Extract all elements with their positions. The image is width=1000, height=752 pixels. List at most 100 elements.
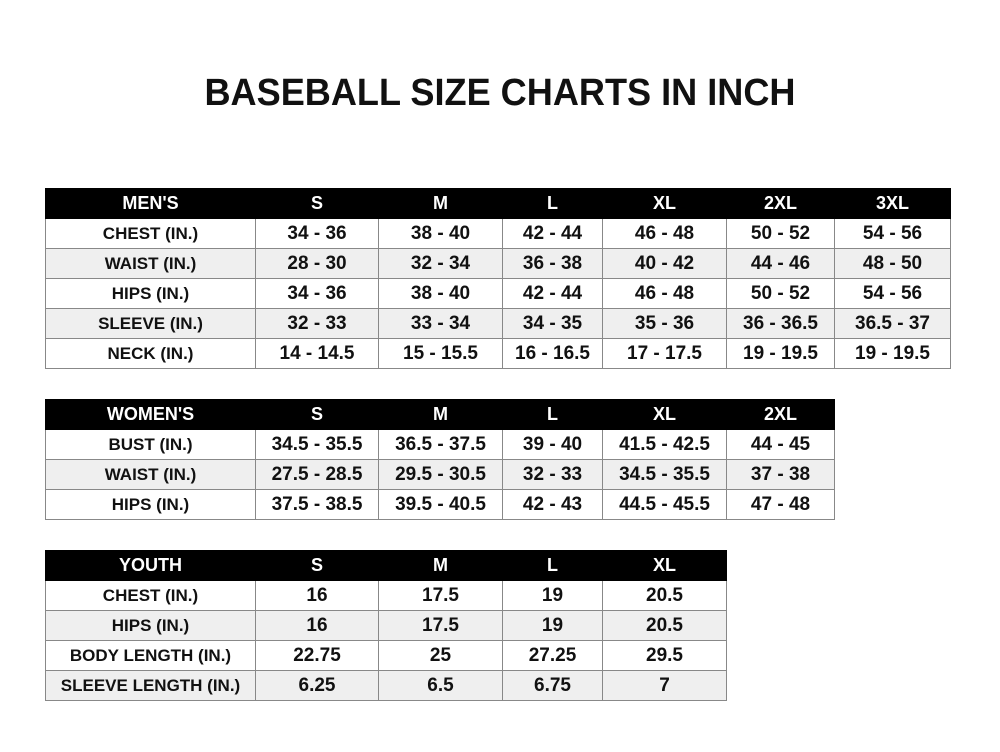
measurement-cell: 42 - 44 xyxy=(502,218,603,249)
size-header: L xyxy=(502,550,603,581)
size-header: M xyxy=(378,188,503,219)
measurement-cell: 39.5 - 40.5 xyxy=(378,489,503,520)
row-label: NECK (IN.) xyxy=(45,338,256,369)
table-row: WAIST (IN.) 27.5 - 28.5 29.5 - 30.5 32 - 33… xyxy=(45,459,835,490)
measurement-cell: 54 - 56 xyxy=(834,218,951,249)
measurement-cell: 17.5 xyxy=(378,610,503,641)
measurement-cell: 37 - 38 xyxy=(726,459,835,490)
table-row: HIPS (IN.) 16 17.5 19 20.5 xyxy=(45,610,727,641)
measurement-cell: 19 - 19.5 xyxy=(726,338,835,369)
measurement-cell: 22.75 xyxy=(255,640,379,671)
measurement-cell: 44 - 45 xyxy=(726,429,835,460)
table-row: CHEST (IN.) 16 17.5 19 20.5 xyxy=(45,580,727,611)
measurement-cell: 32 - 33 xyxy=(255,308,379,339)
header-row: YOUTH S M L XL xyxy=(45,550,727,581)
measurement-cell: 39 - 40 xyxy=(502,429,603,460)
category-header: MEN'S xyxy=(45,188,256,219)
measurement-cell: 44.5 - 45.5 xyxy=(602,489,727,520)
table-row: HIPS (IN.) 37.5 - 38.5 39.5 - 40.5 42 - 43 4… xyxy=(45,489,835,520)
row-label: SLEEVE LENGTH (IN.) xyxy=(45,670,256,701)
row-label: HIPS (IN.) xyxy=(45,278,256,309)
mens-size-table: MEN'S S M L XL 2XL 3XL CHEST (IN.) 34 - 36 38 - 4… xyxy=(45,188,951,369)
measurement-cell: 32 - 34 xyxy=(378,248,503,279)
measurement-cell: 19 xyxy=(502,610,603,641)
measurement-cell: 17 - 17.5 xyxy=(602,338,727,369)
measurement-cell: 33 - 34 xyxy=(378,308,503,339)
size-header: S xyxy=(255,550,379,581)
row-label: CHEST (IN.) xyxy=(45,218,256,249)
measurement-cell: 35 - 36 xyxy=(602,308,727,339)
header-row: WOMEN'S S M L XL 2XL xyxy=(45,399,835,430)
row-label: CHEST (IN.) xyxy=(45,580,256,611)
measurement-cell: 46 - 48 xyxy=(602,218,727,249)
measurement-cell: 46 - 48 xyxy=(602,278,727,309)
measurement-cell: 20.5 xyxy=(602,580,727,611)
measurement-cell: 6.75 xyxy=(502,670,603,701)
row-label: BODY LENGTH (IN.) xyxy=(45,640,256,671)
measurement-cell: 16 - 16.5 xyxy=(502,338,603,369)
measurement-cell: 15 - 15.5 xyxy=(378,338,503,369)
size-header: 2XL xyxy=(726,399,835,430)
measurement-cell: 29.5 - 30.5 xyxy=(378,459,503,490)
header-row: MEN'S S M L XL 2XL 3XL xyxy=(45,188,951,219)
measurement-cell: 48 - 50 xyxy=(834,248,951,279)
table-row: WAIST (IN.) 28 - 30 32 - 34 36 - 38 40 - 42 4… xyxy=(45,248,951,279)
measurement-cell: 36 - 38 xyxy=(502,248,603,279)
youth-size-table: YOUTH S M L XL CHEST (IN.) 16 17.5 19 20.5 HIPS (I… xyxy=(45,550,727,701)
measurement-cell: 32 - 33 xyxy=(502,459,603,490)
measurement-cell: 36.5 - 37.5 xyxy=(378,429,503,460)
measurement-cell: 34 - 36 xyxy=(255,218,379,249)
measurement-cell: 17.5 xyxy=(378,580,503,611)
measurement-cell: 27.5 - 28.5 xyxy=(255,459,379,490)
measurement-cell: 38 - 40 xyxy=(378,218,503,249)
table-row: BODY LENGTH (IN.) 22.75 25 27.25 29.5 xyxy=(45,640,727,671)
measurement-cell: 41.5 - 42.5 xyxy=(602,429,727,460)
measurement-cell: 34 - 36 xyxy=(255,278,379,309)
size-header: L xyxy=(502,399,603,430)
measurement-cell: 6.25 xyxy=(255,670,379,701)
size-header: M xyxy=(378,550,503,581)
measurement-cell: 42 - 43 xyxy=(502,489,603,520)
row-label: HIPS (IN.) xyxy=(45,489,256,520)
page-title: BASEBALL SIZE CHARTS IN INCH xyxy=(204,72,796,114)
womens-size-table: WOMEN'S S M L XL 2XL BUST (IN.) 34.5 - 35.5 36.5… xyxy=(45,399,835,520)
measurement-cell: 40 - 42 xyxy=(602,248,727,279)
measurement-cell: 50 - 52 xyxy=(726,218,835,249)
size-header: S xyxy=(255,188,379,219)
measurement-cell: 37.5 - 38.5 xyxy=(255,489,379,520)
measurement-cell: 29.5 xyxy=(602,640,727,671)
row-label: HIPS (IN.) xyxy=(45,610,256,641)
measurement-cell: 7 xyxy=(602,670,727,701)
table-row: NECK (IN.) 14 - 14.5 15 - 15.5 16 - 16.5 17 … xyxy=(45,338,951,369)
size-header: XL xyxy=(602,399,727,430)
row-label: WAIST (IN.) xyxy=(45,459,256,490)
measurement-cell: 14 - 14.5 xyxy=(255,338,379,369)
measurement-cell: 50 - 52 xyxy=(726,278,835,309)
size-header: 2XL xyxy=(726,188,835,219)
row-label: BUST (IN.) xyxy=(45,429,256,460)
measurement-cell: 27.25 xyxy=(502,640,603,671)
category-header: YOUTH xyxy=(45,550,256,581)
table-row: SLEEVE LENGTH (IN.) 6.25 6.5 6.75 7 xyxy=(45,670,727,701)
measurement-cell: 36.5 - 37 xyxy=(834,308,951,339)
table-row: HIPS (IN.) 34 - 36 38 - 40 42 - 44 46 - 48 50… xyxy=(45,278,951,309)
size-header: XL xyxy=(602,188,727,219)
measurement-cell: 28 - 30 xyxy=(255,248,379,279)
size-header: XL xyxy=(602,550,727,581)
measurement-cell: 19 xyxy=(502,580,603,611)
row-label: SLEEVE (IN.) xyxy=(45,308,256,339)
table-row: BUST (IN.) 34.5 - 35.5 36.5 - 37.5 39 - 40 4… xyxy=(45,429,835,460)
measurement-cell: 44 - 46 xyxy=(726,248,835,279)
measurement-cell: 6.5 xyxy=(378,670,503,701)
table-row: SLEEVE (IN.) 32 - 33 33 - 34 34 - 35 35 - 36… xyxy=(45,308,951,339)
measurement-cell: 20.5 xyxy=(602,610,727,641)
measurement-cell: 54 - 56 xyxy=(834,278,951,309)
measurement-cell: 16 xyxy=(255,580,379,611)
measurement-cell: 16 xyxy=(255,610,379,641)
category-header: WOMEN'S xyxy=(45,399,256,430)
measurement-cell: 36 - 36.5 xyxy=(726,308,835,339)
measurement-cell: 25 xyxy=(378,640,503,671)
row-label: WAIST (IN.) xyxy=(45,248,256,279)
table-row: CHEST (IN.) 34 - 36 38 - 40 42 - 44 46 - 48 5… xyxy=(45,218,951,249)
measurement-cell: 34.5 - 35.5 xyxy=(255,429,379,460)
